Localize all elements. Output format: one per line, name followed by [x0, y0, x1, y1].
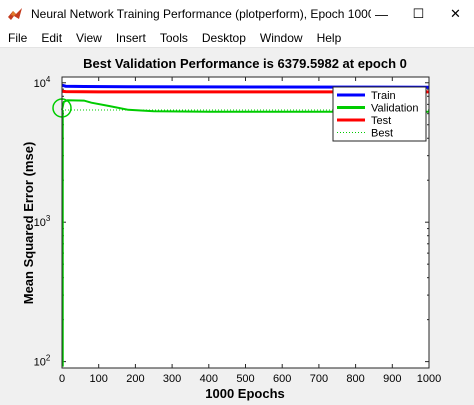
x-tick-label: 200	[126, 373, 144, 385]
y-tick-base: 10	[34, 217, 46, 229]
x-tick-label: 800	[346, 373, 364, 385]
legend-label-train: Train	[371, 90, 396, 102]
window-title: Neural Network Training Performance (plo…	[31, 7, 371, 21]
minimize-button[interactable]: —	[375, 6, 388, 22]
menu-insert[interactable]: Insert	[115, 30, 146, 45]
y-tick-exponent: 4	[46, 75, 51, 84]
axes-frame	[61, 76, 430, 369]
y-axis-label: Mean Squared Error (mse)	[21, 142, 36, 305]
matlab-icon	[7, 6, 23, 22]
menu-edit[interactable]: Edit	[41, 30, 63, 45]
y-tick-label: 103	[34, 214, 51, 229]
menu-tools[interactable]: Tools	[159, 30, 188, 45]
series-line-test	[61, 89, 429, 94]
x-tick-label: 300	[163, 373, 181, 385]
legend-label-best: Best	[371, 128, 393, 140]
y-tick-base: 10	[34, 357, 46, 369]
menu-help[interactable]: Help	[316, 30, 342, 45]
x-tick-label: 900	[383, 373, 401, 385]
x-tick-label: 500	[236, 373, 254, 385]
maximize-button[interactable]: ☐	[412, 6, 425, 21]
menu-bar: File Edit View Insert Tools Desktop Wind…	[0, 28, 474, 48]
chart-title: Best Validation Performance is 6379.5982…	[83, 56, 407, 71]
y-tick-label: 104	[34, 75, 51, 90]
y-tick-exponent: 3	[46, 214, 51, 223]
x-tick-label: 400	[200, 373, 218, 385]
x-tick-label: 0	[59, 373, 65, 385]
menu-desktop[interactable]: Desktop	[201, 30, 246, 45]
performance-chart: Best Validation Performance is 6379.5982…	[21, 56, 442, 401]
x-tick-label: 700	[310, 373, 328, 385]
menu-window[interactable]: Window	[259, 30, 303, 45]
x-tick-label: 1000	[417, 373, 441, 385]
y-tick-exponent: 2	[46, 354, 51, 363]
y-tick-label: 102	[34, 354, 51, 369]
y-tick-base: 10	[34, 78, 46, 90]
legend-label-test: Test	[371, 115, 391, 127]
figure-area: Best Validation Performance is 6379.5982…	[0, 48, 474, 405]
title-bar: Neural Network Training Performance (plo…	[0, 0, 474, 28]
close-button[interactable]: ✕	[450, 6, 461, 21]
menu-view[interactable]: View	[76, 30, 102, 45]
legend-label-validation: Validation	[371, 103, 419, 115]
menu-file[interactable]: File	[8, 30, 28, 45]
x-axis-label: 1000 Epochs	[205, 386, 285, 401]
x-tick-label: 100	[90, 373, 108, 385]
series-line-train	[61, 83, 430, 89]
axis-ticks: 0 100 200 300 400 500 600 700 800 900 100010210310…	[34, 75, 442, 385]
x-tick-label: 600	[273, 373, 291, 385]
